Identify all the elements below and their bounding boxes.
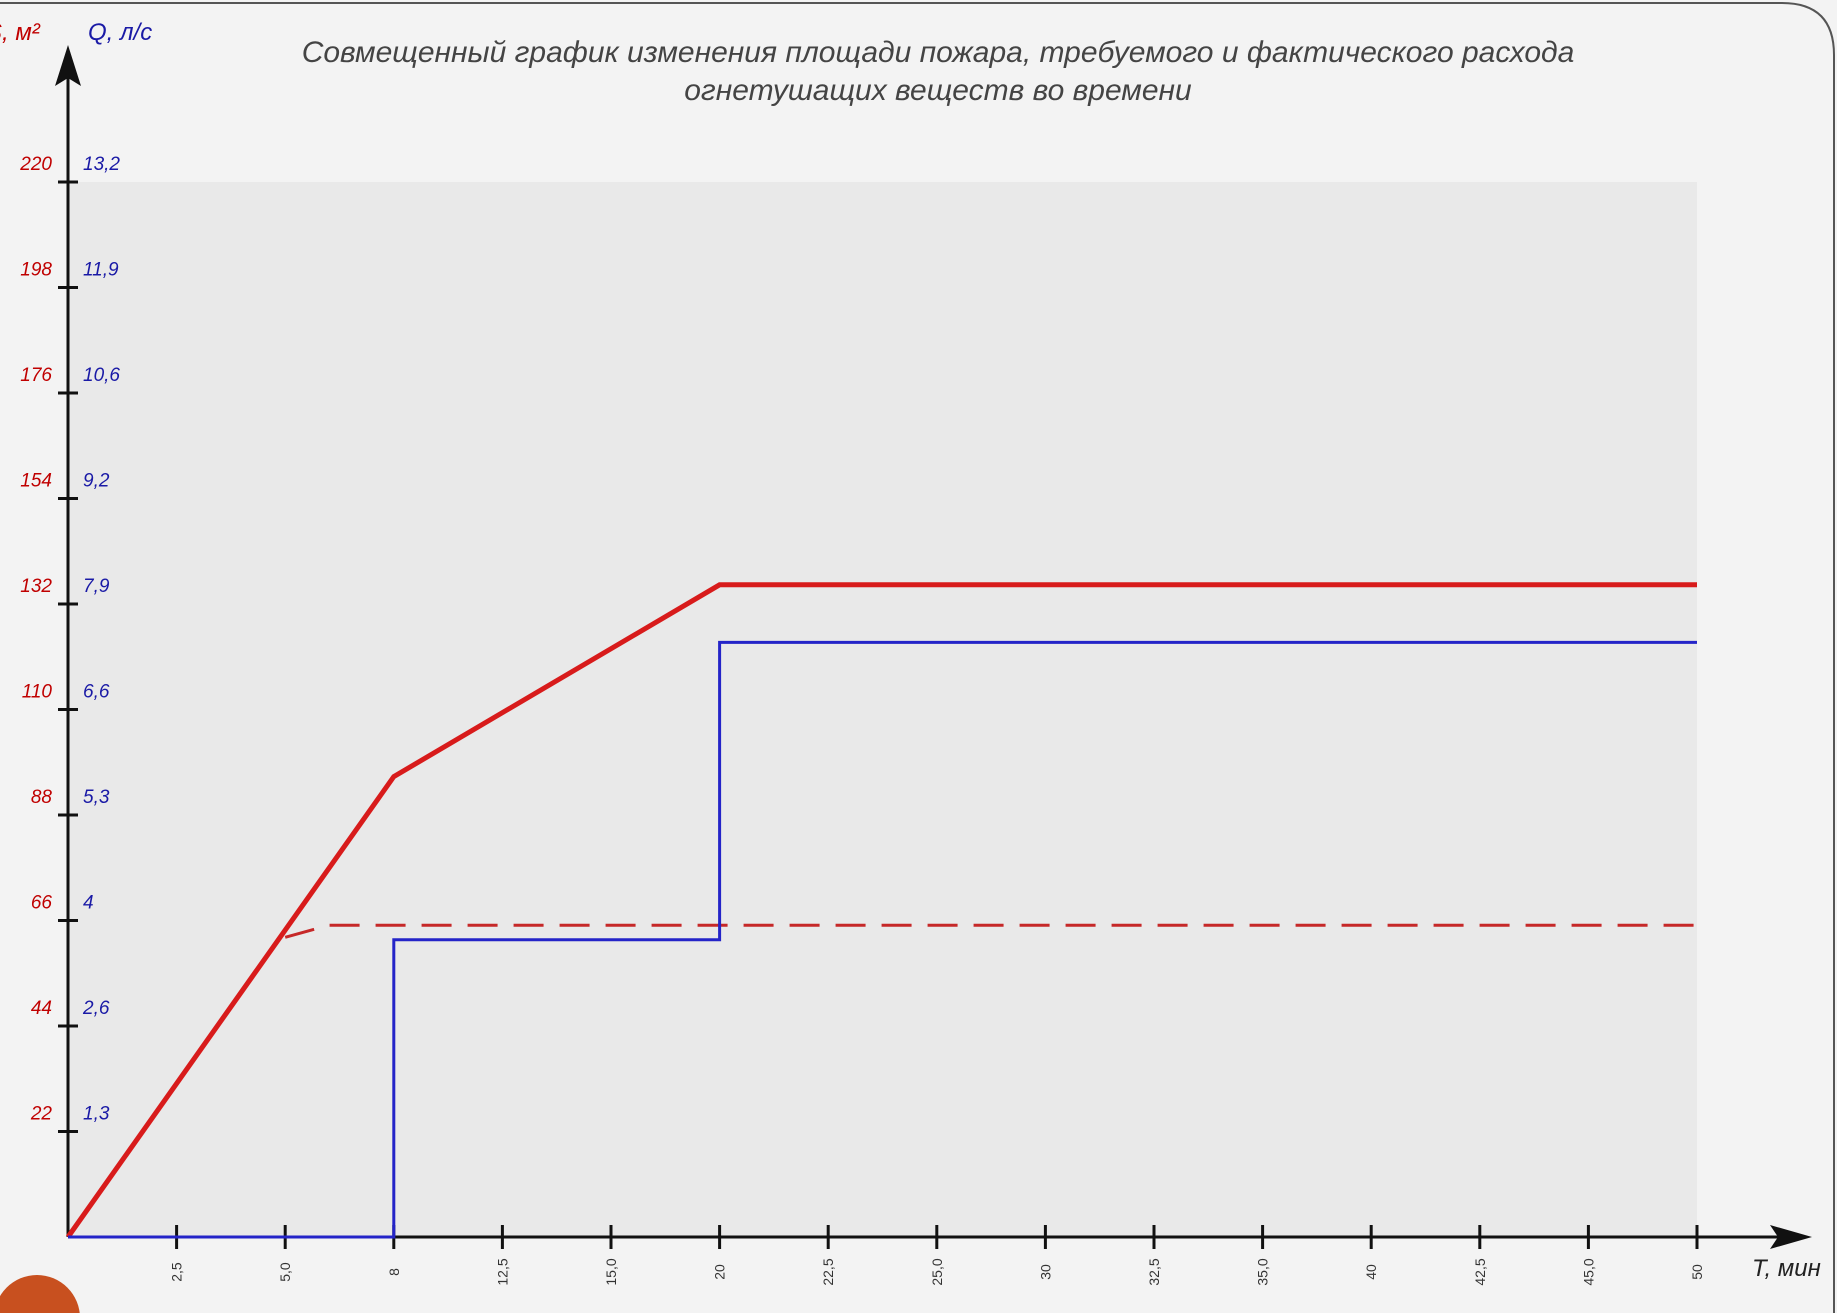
y-right-tick-label: 2,6 xyxy=(82,998,110,1019)
ticks-layer: 22 1,3 44 2,6 66 4 88 5,3 110 6,6 132 7,9 154 9,2 176 1… xyxy=(19,154,1705,1286)
y-left-tick-label: 220 xyxy=(19,154,52,175)
x-tick-label: 12,5 xyxy=(494,1258,510,1285)
plot-area xyxy=(68,182,1697,1237)
y-right-axis-label: Q, л/с xyxy=(88,19,152,46)
y-right-tick-label: 4 xyxy=(83,893,94,914)
x-tick-label: 30 xyxy=(1037,1264,1053,1280)
y-left-tick-label: 66 xyxy=(31,893,53,914)
chart-title-line-1: Совмещенный график изменения площади пож… xyxy=(302,36,1575,69)
y-left-axis-label: S, м² xyxy=(0,19,41,46)
x-axis-label: T, мин xyxy=(1752,1255,1821,1282)
x-tick-label: 35,0 xyxy=(1255,1258,1271,1285)
y-left-tick-label: 44 xyxy=(31,998,52,1019)
y-left-tick-label: 176 xyxy=(20,365,52,386)
series-layer xyxy=(65,582,1697,1239)
x-tick-label: 22,5 xyxy=(820,1258,836,1285)
x-tick-label: 32,5 xyxy=(1146,1258,1162,1285)
y-right-tick-label: 13,2 xyxy=(83,154,120,175)
y-left-tick-label: 110 xyxy=(22,682,53,703)
series-line-2 xyxy=(284,923,1697,939)
x-tick-label: 5,0 xyxy=(277,1262,293,1282)
x-tick-label: 42,5 xyxy=(1472,1258,1488,1285)
y-right-tick-label: 7,9 xyxy=(83,576,110,597)
corner-decoration xyxy=(0,1275,80,1313)
y-left-tick-label: 88 xyxy=(31,787,53,808)
y-left-tick-label: 132 xyxy=(20,576,52,597)
x-tick-label: 15,0 xyxy=(603,1258,619,1285)
x-tick-label: 40 xyxy=(1363,1264,1379,1280)
x-tick-label: 45,0 xyxy=(1580,1258,1596,1285)
y-right-tick-label: 11,9 xyxy=(83,260,119,281)
x-tick-label: 25,0 xyxy=(929,1258,945,1285)
y-left-tick-label: 154 xyxy=(20,471,52,492)
x-tick-label: 20 xyxy=(712,1264,728,1280)
y-right-tick-label: 9,2 xyxy=(83,471,110,492)
x-axis-arrow xyxy=(1770,1225,1812,1249)
y-right-tick-label: 1,3 xyxy=(83,1104,110,1125)
y-right-tick-label: 5,3 xyxy=(83,787,110,808)
y-right-tick-label: 10,6 xyxy=(83,365,120,386)
y-left-tick-label: 22 xyxy=(30,1104,53,1125)
x-tick-label: 2,5 xyxy=(169,1262,185,1282)
x-tick-label: 8 xyxy=(386,1268,402,1276)
series-line-3 xyxy=(68,640,1697,1239)
chart-title-line-2: огнетушащих веществ во времени xyxy=(684,74,1192,107)
y-axis-arrow xyxy=(55,45,81,86)
series-line-1 xyxy=(65,582,1697,1239)
y-right-tick-label: 6,6 xyxy=(83,682,110,703)
x-tick-label: 50 xyxy=(1689,1264,1705,1280)
y-left-tick-label: 198 xyxy=(20,260,52,281)
